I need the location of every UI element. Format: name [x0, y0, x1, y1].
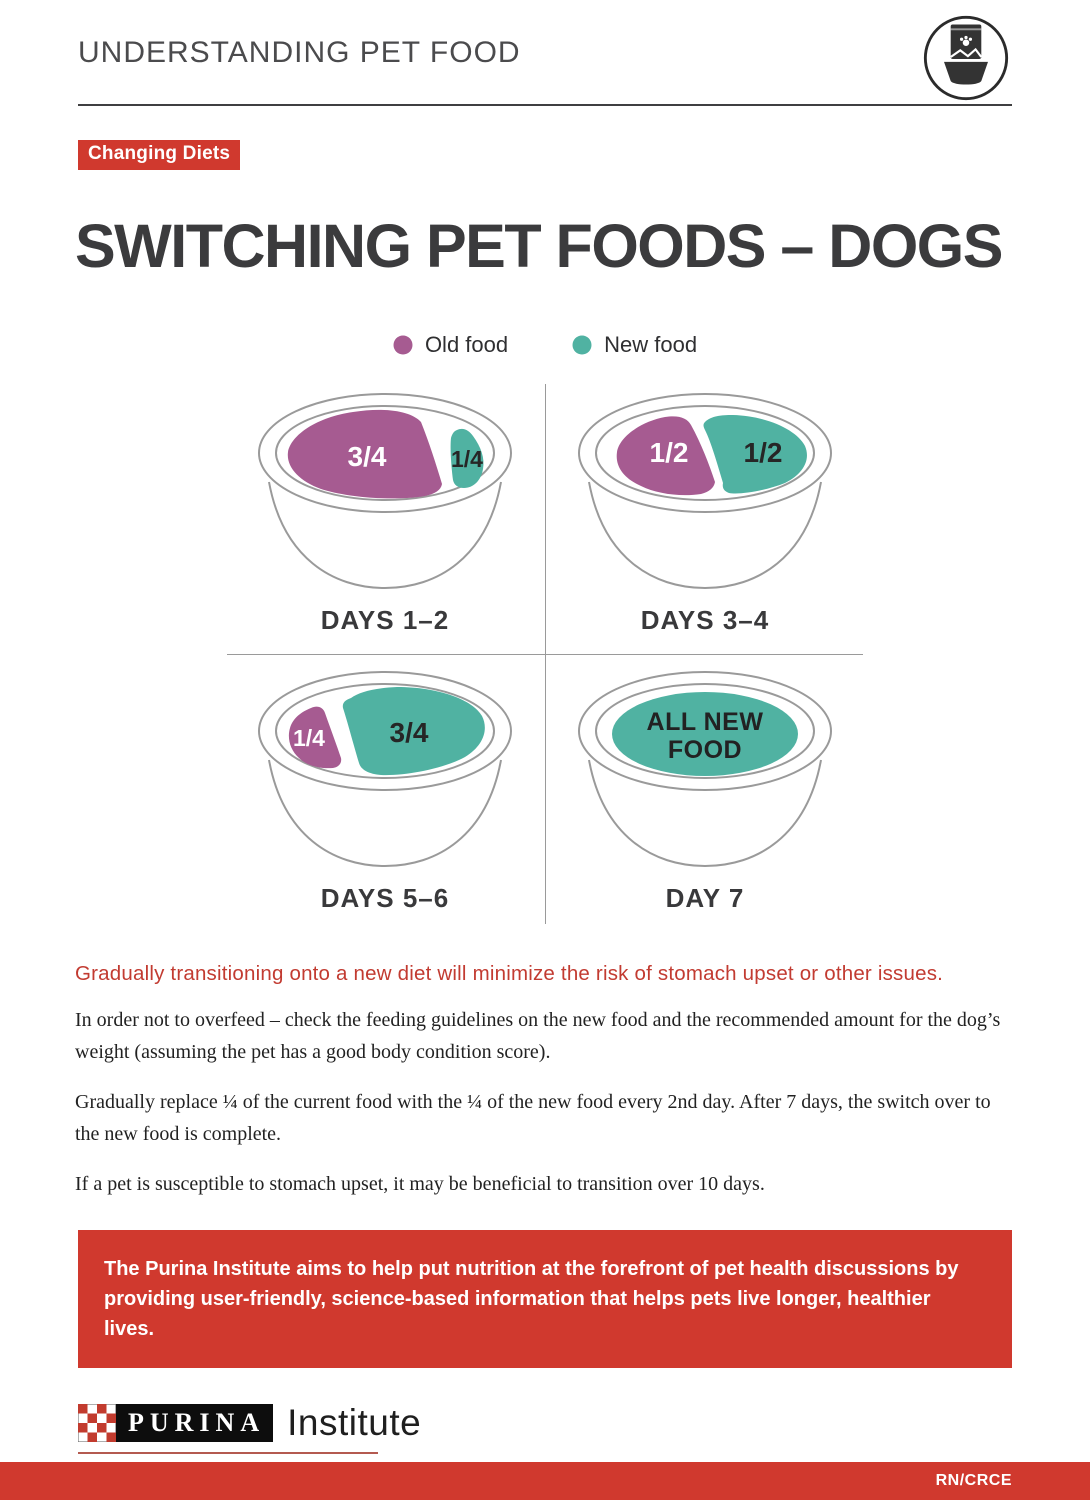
new-food-dot-icon	[572, 335, 592, 355]
bowl-days-3-4-graphic: 1/2 1/2	[578, 393, 832, 590]
step-label: DAYS 3–4	[640, 605, 770, 636]
bowl-day-7-graphic: ALL NEW FOOD	[578, 671, 832, 868]
purina-wordmark: PURINA	[116, 1404, 274, 1443]
callout-line-1: The Purina Institute aims to help put nu…	[104, 1258, 959, 1281]
purina-checkerboard-icon	[78, 1404, 116, 1443]
fraction-new: 3/4	[390, 717, 429, 748]
legend-label-new-food: New food	[604, 332, 698, 358]
callout-line-2: providing user-friendly, science-based i…	[104, 1288, 931, 1341]
fraction-new: 1/2	[744, 437, 783, 468]
page-header-title: UNDERSTANDING PET FOOD	[78, 36, 521, 69]
all-new-food-line1: ALL NEW	[647, 708, 764, 736]
old-food-portion	[616, 416, 715, 496]
bowl-days-1-2-graphic: 3/4 1/4	[258, 393, 512, 590]
purina-institute-callout: The Purina Institute aims to help put nu…	[78, 1230, 1012, 1369]
institute-wordmark: Institute	[287, 1402, 422, 1444]
paw-print-icon	[959, 35, 973, 46]
pet-food-bag-bowl-graphic	[923, 15, 1009, 101]
step-label: DAYS 5–6	[320, 883, 450, 914]
header: UNDERSTANDING PET FOOD	[0, 0, 1090, 102]
step-days-5-6: 1/4 3/4 DAYS 5–6	[225, 654, 545, 924]
section-badge: Changing Diets	[78, 140, 241, 170]
highlight-statement: Gradually transitioning onto a new diet …	[75, 962, 944, 986]
fraction-old: 1/4	[293, 725, 325, 751]
horizontal-divider	[227, 654, 863, 656]
logo-underline	[78, 1452, 378, 1455]
step-day-7: ALL NEW FOOD DAY 7	[545, 654, 865, 924]
body-paragraph-1: In order not to overfeed – check the fee…	[75, 1009, 1001, 1064]
body-paragraph-3: If a pet is susceptible to stomach upset…	[75, 1173, 765, 1196]
footer-bar: RN/CRCE	[0, 1462, 1090, 1500]
fraction-old: 3/4	[348, 441, 387, 472]
body-paragraph-2: Gradually replace ¼ of the current food …	[75, 1091, 991, 1146]
legend: Old food New food	[0, 332, 1090, 358]
bowl-days-5-6-graphic: 1/4 3/4	[258, 671, 512, 868]
new-food-portion	[703, 415, 807, 494]
old-food-portion	[288, 706, 342, 769]
legend-label-old-food: Old food	[424, 332, 509, 358]
legend-item-new-food: New food	[572, 332, 697, 358]
transition-steps-grid: 3/4 1/4 DAYS 1–2 1/2 1/2 DAYS 3–4	[225, 384, 865, 925]
old-food-dot-icon	[393, 335, 413, 355]
new-food-portion	[612, 692, 798, 777]
all-new-food-line2: FOOD	[668, 736, 742, 764]
new-food-portion	[450, 428, 484, 489]
step-days-1-2: 3/4 1/4 DAYS 1–2	[225, 384, 545, 654]
page-title: SWITCHING PET FOODS – DOGS	[75, 212, 1003, 280]
fraction-new: 1/4	[451, 446, 483, 472]
old-food-portion	[287, 409, 442, 499]
step-label: DAY 7	[665, 883, 745, 914]
step-days-3-4: 1/2 1/2 DAYS 3–4	[545, 384, 865, 654]
step-label: DAYS 1–2	[320, 605, 450, 636]
legend-item-old-food: Old food	[393, 332, 508, 358]
pet-food-icon	[922, 14, 1010, 102]
footer-code: RN/CRCE	[935, 1472, 1012, 1489]
header-divider	[78, 104, 1012, 106]
fraction-old: 1/2	[650, 437, 689, 468]
new-food-portion	[342, 687, 485, 776]
